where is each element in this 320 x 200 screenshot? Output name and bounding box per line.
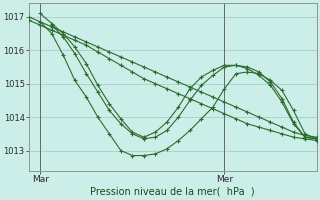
X-axis label: Pression niveau de la mer(  hPa  ): Pression niveau de la mer( hPa ) [90, 187, 255, 197]
